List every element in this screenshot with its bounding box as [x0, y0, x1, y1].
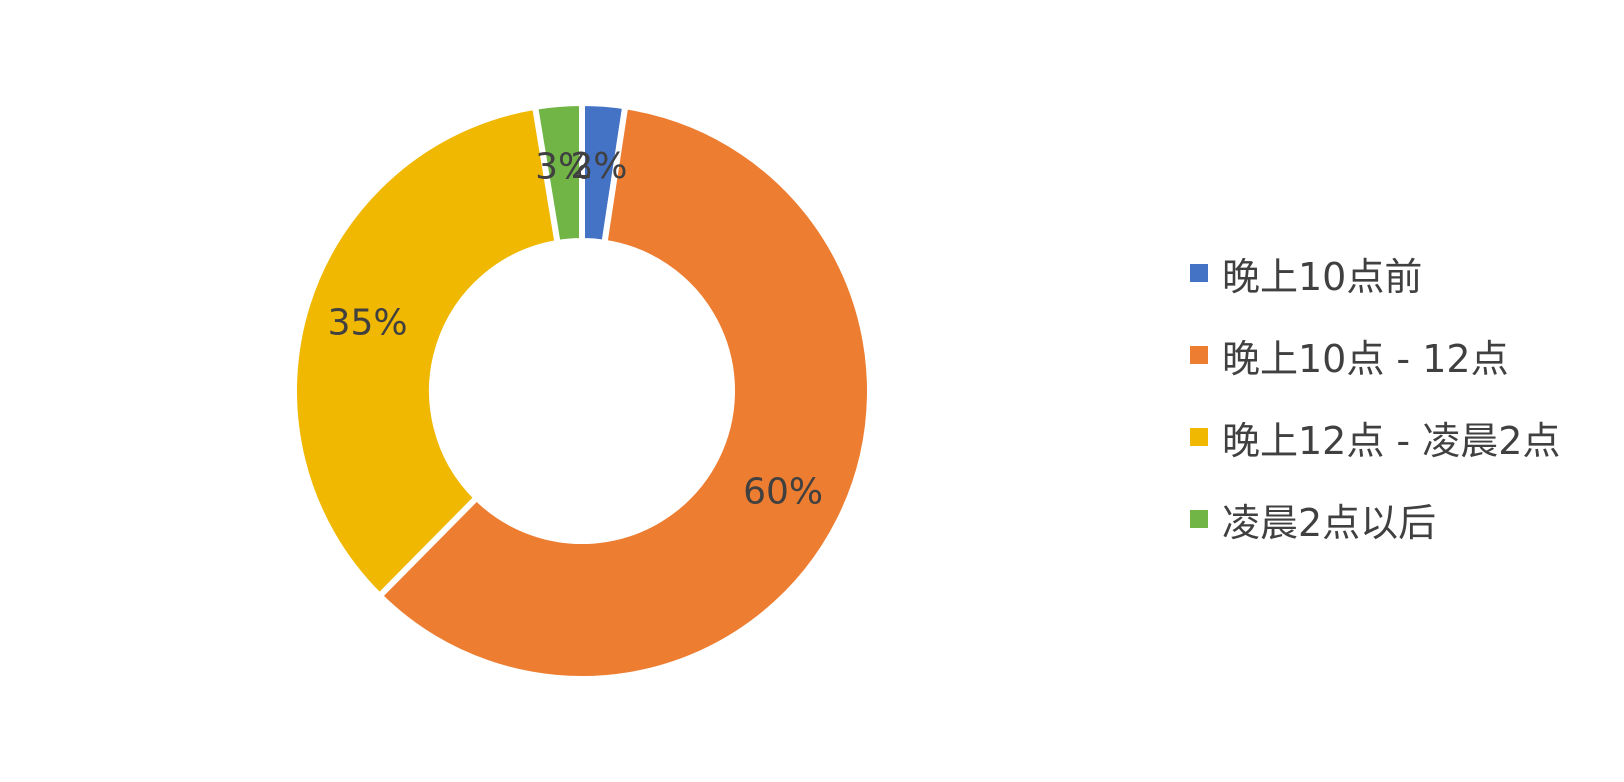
- donut-slice-3: [531, 99, 585, 247]
- legend-item-3: 凌晨2点以后: [1190, 478, 1610, 560]
- legend-swatch-1: [1190, 346, 1208, 364]
- data-label-2: 35%: [328, 302, 408, 343]
- data-label-0: 2%: [570, 146, 627, 187]
- legend-label-1: 晚上10点 - 12点: [1222, 336, 1509, 381]
- legend-swatch-3: [1190, 510, 1208, 528]
- donut-slice-1: [375, 102, 873, 682]
- legend-label-3: 凌晨2点以后: [1222, 500, 1437, 545]
- legend-item-2: 晚上12点 - 凌晨2点: [1190, 396, 1610, 478]
- legend-swatch-2: [1190, 428, 1208, 446]
- slices-layer: [291, 99, 873, 682]
- data-labels-layer: 2% 60% 35% 3%: [328, 146, 824, 512]
- data-label-1: 60%: [743, 471, 823, 512]
- legend-item-0: 晚上10点前: [1190, 232, 1610, 314]
- donut-slice-2: [291, 103, 562, 601]
- legend: 晚上10点前 晚上10点 - 12点 晚上12点 - 凌晨2点 凌晨2点以后: [1190, 232, 1610, 560]
- legend-label-0: 晚上10点前: [1222, 254, 1423, 299]
- legend-item-1: 晚上10点 - 12点: [1190, 314, 1610, 396]
- legend-label-2: 晚上12点 - 凌晨2点: [1222, 418, 1561, 463]
- legend-swatch-0: [1190, 264, 1208, 282]
- data-label-3: 3%: [535, 146, 592, 187]
